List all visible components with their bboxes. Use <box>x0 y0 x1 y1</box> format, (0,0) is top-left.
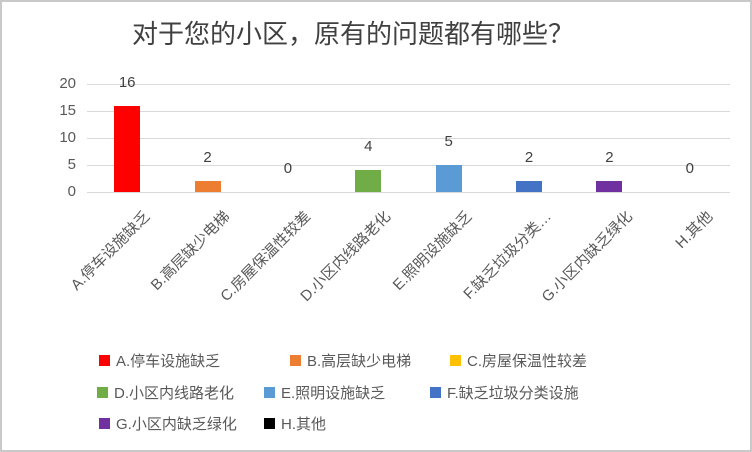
bar-value-label: 0 <box>685 160 694 177</box>
legend-label: E.照明设施缺乏 <box>281 384 386 402</box>
bar-B <box>194 181 221 192</box>
legend-label: B.高层缺少电梯 <box>307 352 412 370</box>
bar-value-label: 16 <box>118 73 136 91</box>
bar-value-label: 4 <box>364 138 373 156</box>
legend-item-G: G.小区内缺乏绿化 <box>99 414 237 433</box>
bar-value-label: 2 <box>605 149 614 167</box>
y-axis-tick-label: 5 <box>67 156 76 173</box>
y-axis-tick-label: 15 <box>59 102 76 119</box>
legend-item-E: E.照明设施缺乏 <box>264 383 386 402</box>
gridline <box>87 138 730 139</box>
y-axis-tick-label: 10 <box>59 129 76 146</box>
legend-label: A.停车设施缺乏 <box>116 352 221 370</box>
legend-swatch <box>97 386 108 398</box>
x-axis-tick-label: H.其他 <box>672 208 716 252</box>
legend-label: H.其他 <box>281 415 327 433</box>
bar-A <box>114 105 141 192</box>
legend-swatch <box>430 386 441 398</box>
bar-G <box>596 181 623 192</box>
legend-swatch <box>99 417 110 429</box>
gridline <box>87 192 730 193</box>
y-axis-tick-label: 20 <box>59 75 76 92</box>
legend-item-D: D.小区内线路老化 <box>97 383 235 402</box>
bar-value-label: 5 <box>444 133 453 150</box>
chart-title: 对于您的小区，原有的问题都有哪些？ <box>131 20 574 49</box>
bar-value-label: 0 <box>283 160 293 177</box>
legend-label: D.小区内线路老化 <box>114 384 235 402</box>
bar-D <box>355 170 382 192</box>
legend-item-F: F.缺乏垃圾分类设施 <box>430 383 579 402</box>
gridline <box>87 84 730 85</box>
gridline <box>87 165 730 166</box>
legend-label: C.房屋保温性较差 <box>467 352 588 370</box>
legend-swatch <box>99 354 110 366</box>
legend-item-C: C.房屋保温性较差 <box>450 351 588 370</box>
x-axis-tick-label: B.高层缺少电梯 <box>148 208 234 294</box>
x-axis-tick-label: A.停车设施缺乏 <box>67 208 154 294</box>
x-axis-tick-label: E.照明设施缺乏 <box>389 208 475 294</box>
gridline <box>87 111 730 112</box>
legend-item-A: A.停车设施缺乏 <box>99 351 221 370</box>
legend-label: G.小区内缺乏绿化 <box>116 415 237 433</box>
legend-swatch <box>290 354 301 366</box>
legend-swatch <box>450 354 461 366</box>
bar-F <box>516 181 543 192</box>
y-axis-tick-label: 0 <box>67 183 76 200</box>
bar-value-label: 2 <box>203 149 212 167</box>
legend-swatch <box>264 417 275 429</box>
legend-item-H: H.其他 <box>264 414 327 433</box>
bar-value-label: 2 <box>524 149 534 167</box>
legend-label: F.缺乏垃圾分类设施 <box>447 384 579 402</box>
legend-swatch <box>264 386 275 398</box>
legend-item-B: B.高层缺少电梯 <box>290 351 412 370</box>
bar-E <box>435 165 462 192</box>
